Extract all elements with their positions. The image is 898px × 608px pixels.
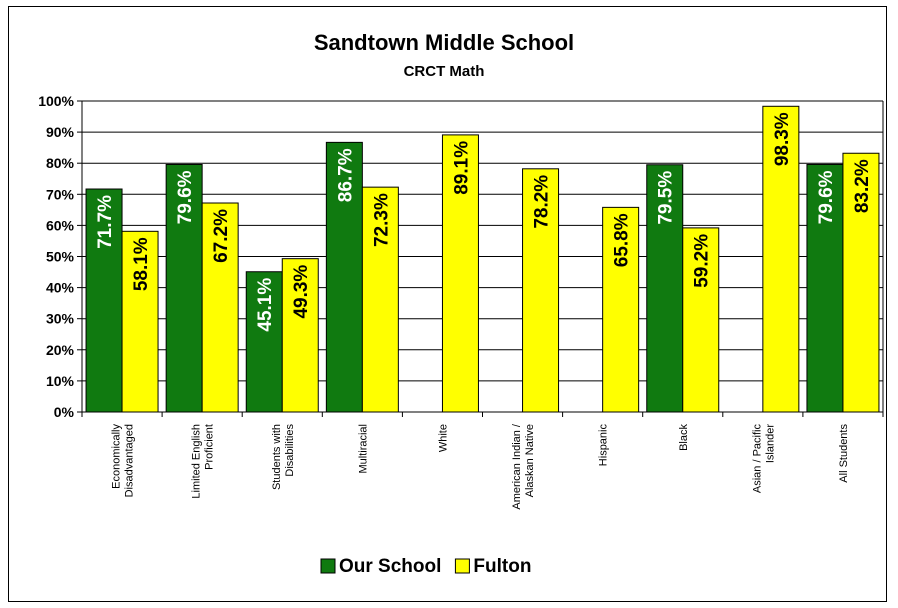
x-tick-label: Hispanic	[598, 424, 610, 467]
legend-swatch	[320, 558, 336, 574]
x-tick-label: Limited English	[191, 424, 203, 499]
bar	[165, 163, 203, 413]
y-tick-label: 70%	[46, 186, 75, 202]
chart-frame: Sandtown Middle School CRCT Math 0% 10% 20…	[8, 6, 887, 602]
bar	[281, 258, 319, 413]
bar	[646, 164, 684, 413]
data-label: 72.3%	[371, 193, 392, 247]
x-tick-label: American Indian /	[511, 423, 523, 510]
x-tick-label: Students with	[271, 424, 283, 490]
data-label: 59.2%	[692, 234, 713, 288]
x-tick-label: Disadvantaged	[124, 424, 136, 497]
data-label: 83.2%	[852, 159, 873, 213]
data-label: 86.7%	[335, 148, 356, 202]
bar	[121, 230, 159, 413]
x-tick-label: Alaskan Native	[524, 424, 536, 497]
y-axis: 0% 10% 20% 30% 40% 50% 60% 70% 80% 90% 100%	[38, 93, 884, 420]
data-label: 58.1%	[131, 237, 152, 291]
bar	[842, 152, 880, 413]
x-tick-label: Asian / Pacific	[751, 424, 763, 494]
bar	[682, 227, 720, 413]
data-label: 67.2%	[211, 209, 232, 263]
data-label: 49.3%	[291, 265, 312, 319]
y-tick-label: 10%	[46, 373, 75, 389]
bar	[602, 206, 640, 413]
data-label: 79.5%	[656, 171, 677, 225]
y-tick-label: 90%	[46, 124, 75, 140]
data-label: 79.6%	[816, 170, 837, 224]
legend-label: Fulton	[473, 556, 531, 577]
data-label: 78.2%	[532, 175, 553, 229]
bar-chart: Sandtown Middle School CRCT Math 0% 10% 20…	[38, 30, 884, 577]
y-tick-label: 0%	[54, 404, 75, 420]
y-tick-label: 60%	[46, 217, 75, 233]
x-tick-label: White	[437, 424, 449, 452]
bar	[201, 202, 239, 413]
chart-title: Sandtown Middle School	[314, 30, 574, 55]
x-axis: Economically Disadvantaged Limited English…	[81, 411, 884, 510]
data-label: 65.8%	[612, 213, 633, 267]
y-tick-label: 50%	[46, 249, 75, 265]
chart-subtitle: CRCT Math	[404, 63, 485, 80]
x-tick-label: Black	[678, 424, 690, 451]
data-label: 71.7%	[95, 195, 116, 249]
bar	[361, 186, 399, 413]
y-tick-label: 100%	[38, 93, 74, 109]
data-label: 79.6%	[175, 170, 196, 224]
y-tick-label: 40%	[46, 280, 75, 296]
data-label: 98.3%	[772, 112, 793, 166]
bar	[441, 134, 479, 413]
data-label: 89.1%	[451, 141, 472, 195]
legend: Our School Fulton	[320, 556, 531, 577]
x-tick-label: Proficient	[204, 424, 216, 470]
bar	[522, 168, 560, 413]
y-tick-label: 80%	[46, 155, 75, 171]
x-tick-label: Islander	[764, 424, 776, 463]
x-tick-label: Disabilities	[284, 424, 296, 477]
y-tick-label: 20%	[46, 342, 75, 358]
x-tick-label: Economically	[111, 424, 123, 489]
bar	[762, 105, 800, 413]
bar	[806, 163, 844, 413]
x-tick-label: All Students	[838, 424, 850, 483]
bars: 71.7% 58.1% 79.6% 67.2% 45.1% 49.3% 86.7% 72.3%…	[85, 105, 880, 413]
data-label: 45.1%	[255, 278, 276, 332]
x-tick-label: Multiracial	[357, 424, 369, 474]
bar	[245, 271, 283, 413]
bar	[325, 141, 363, 413]
legend-label: Our School	[339, 556, 441, 577]
y-tick-label: 30%	[46, 311, 75, 327]
legend-swatch	[454, 558, 470, 574]
